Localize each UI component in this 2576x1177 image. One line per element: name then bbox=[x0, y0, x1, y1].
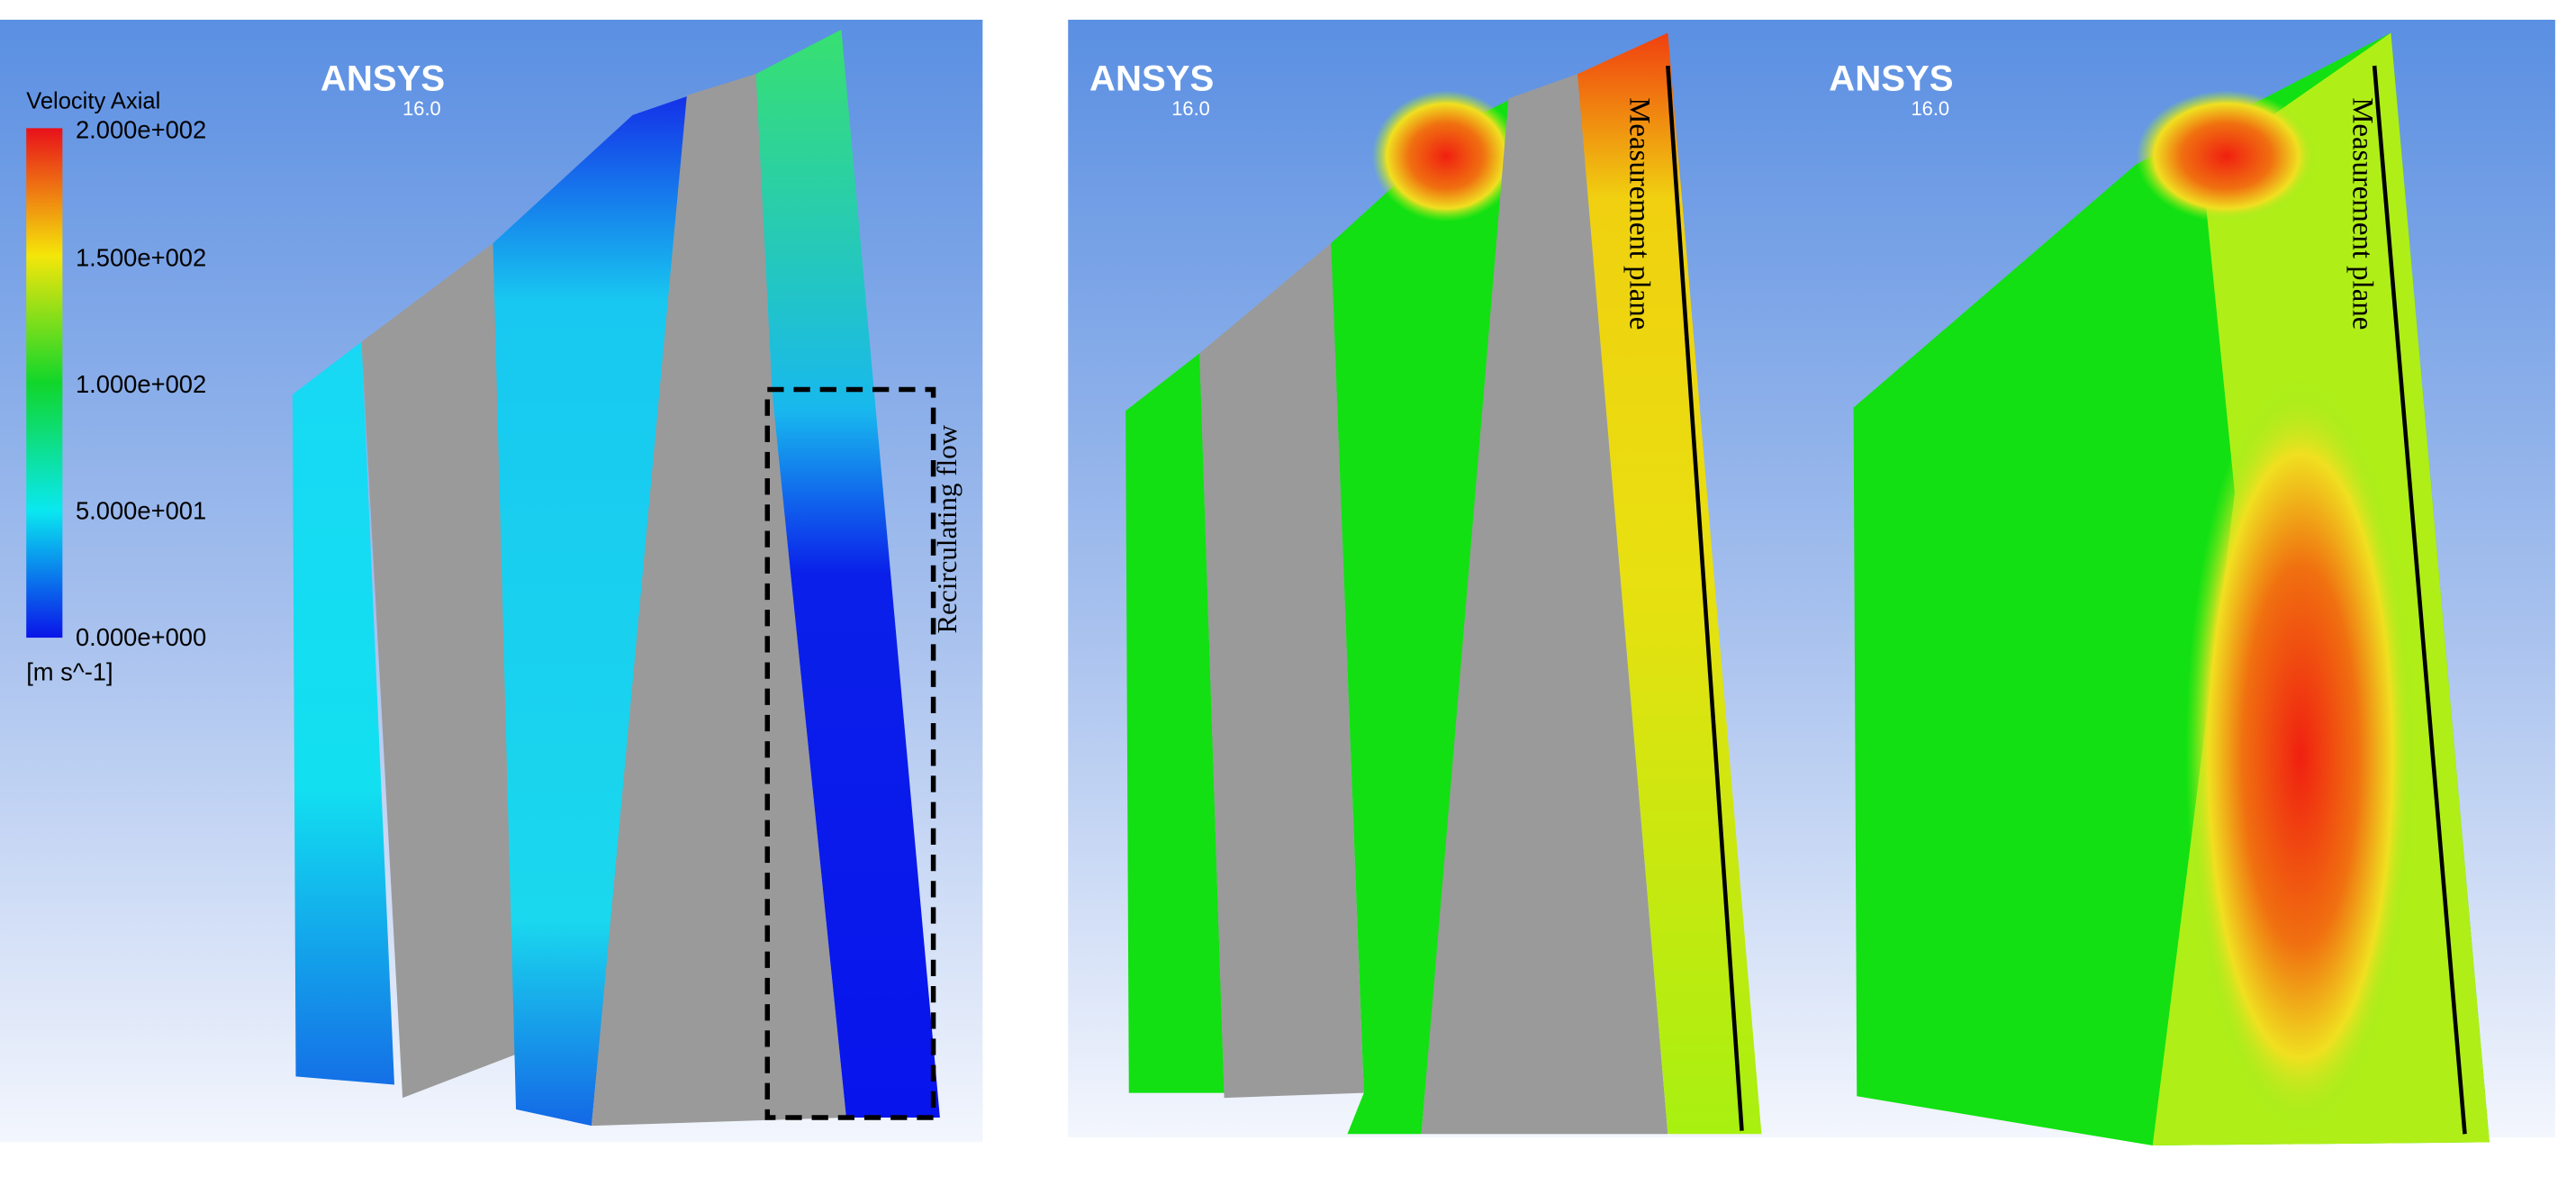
legend-title: Velocity Axial bbox=[26, 88, 160, 113]
blade bbox=[1199, 243, 1364, 1099]
legend-tick: 5.000e+001 bbox=[76, 497, 206, 525]
hot-spot bbox=[2136, 90, 2318, 222]
legend-unit: [m s^-1] bbox=[26, 658, 113, 686]
logo-name: ANSYS bbox=[1829, 58, 1953, 98]
blade bbox=[592, 74, 846, 1127]
measurement-line bbox=[1666, 65, 1744, 1131]
legend-tick: 2.000e+002 bbox=[76, 115, 206, 143]
flow-region bbox=[1577, 32, 1762, 1135]
legend-tick: 0.000e+000 bbox=[76, 623, 206, 651]
annotation: Measurement plane bbox=[2346, 97, 2378, 330]
legend-tick: 1.500e+002 bbox=[76, 244, 206, 272]
hot-spot bbox=[1371, 90, 1521, 222]
blade bbox=[361, 243, 523, 1099]
dashed-box bbox=[764, 386, 936, 1120]
logo-version: 16.0 bbox=[402, 97, 441, 120]
flow-region bbox=[755, 29, 940, 1118]
measurement-line bbox=[2372, 65, 2467, 1135]
logo-version: 16.0 bbox=[1171, 97, 1210, 120]
flow-region bbox=[292, 341, 394, 1085]
logo-name: ANSYS bbox=[321, 58, 445, 98]
logo-version: 16.0 bbox=[1911, 97, 1949, 120]
flow-region bbox=[493, 95, 691, 1127]
logo-name: ANSYS bbox=[1089, 58, 1214, 98]
flow-region bbox=[1125, 353, 1225, 1093]
annotation: Recirculating flow bbox=[931, 424, 963, 633]
legend-tick: 1.000e+002 bbox=[76, 370, 206, 398]
colorbar bbox=[26, 128, 63, 638]
flow-region bbox=[1331, 98, 1512, 1135]
blade bbox=[1421, 74, 1668, 1135]
hot-spot bbox=[2185, 377, 2416, 1135]
annotation: Measurement plane bbox=[1622, 97, 1655, 330]
